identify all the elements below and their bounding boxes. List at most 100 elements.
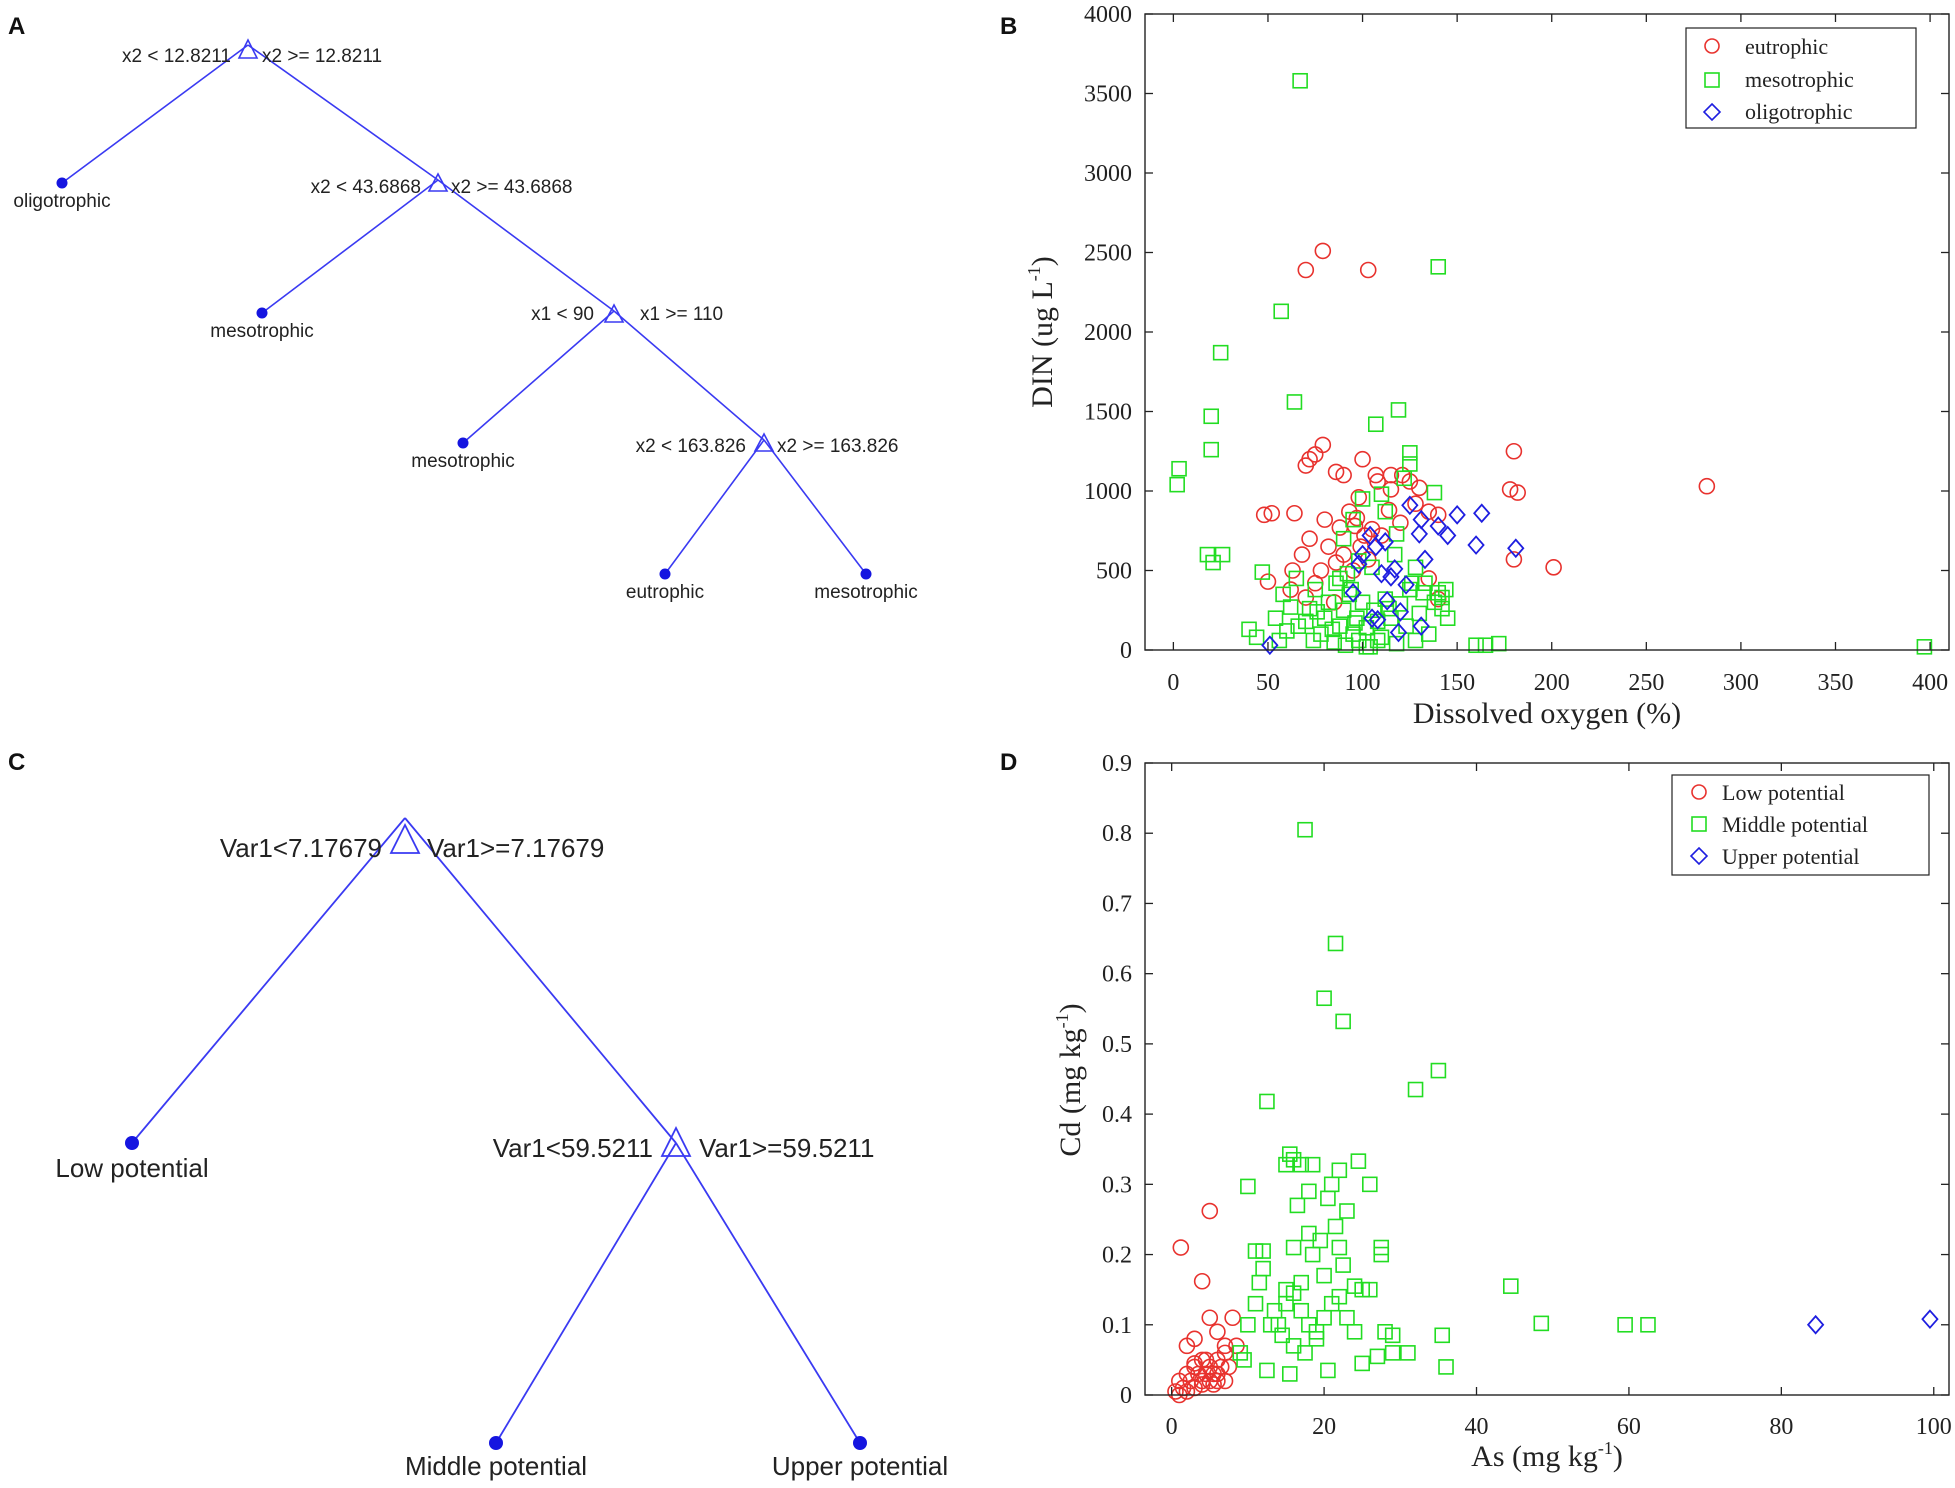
scatter-d-point-square (1503, 1278, 1519, 1294)
scatter-d-x-tick-label: 80 (1769, 1414, 1793, 1440)
scatter-b-point-square (1420, 626, 1437, 642)
tree-a-split-node-icon (237, 38, 259, 59)
tree-c-leaf-label: Low potential (55, 1153, 208, 1183)
scatter-d-point-square (1335, 1013, 1351, 1030)
scatter-b-point-circle (1327, 463, 1345, 481)
tree-a-split-left-label: x2 < 163.826 (636, 436, 746, 457)
tree-a-edge (247, 44, 439, 181)
scatter-b-point-circle (1286, 504, 1303, 522)
scatter-d-point-square (1297, 821, 1313, 838)
scatter-b-y-label-main: DIN (ug L (1026, 281, 1059, 408)
scatter-d-point-square (1323, 1176, 1340, 1193)
scatter-b-point-circle (1320, 538, 1337, 555)
scatter-d-legend-label: Middle potential (1722, 812, 1868, 837)
scatter-d-x-label-close: ) (1613, 1440, 1623, 1473)
scatter-d-x-tick-label: 40 (1465, 1414, 1489, 1440)
scatter-d-legend-label: Low potential (1722, 780, 1845, 805)
scatter-d-point-square (1335, 1257, 1351, 1273)
scatter-b-point-circle (1314, 436, 1332, 454)
scatter-b-point-diamond (1372, 563, 1391, 584)
scatter-b-legend-label: mesotrophic (1745, 67, 1854, 92)
scatter-d-point-square (1400, 1345, 1416, 1361)
scatter-b-point-diamond (1473, 503, 1491, 524)
scatter-d-point-circle (1201, 1202, 1219, 1220)
scatter-b-x-tick-label: 350 (1817, 670, 1853, 696)
scatter-d-point-circle (1193, 1376, 1211, 1393)
scatter-d-x-tick-label: 60 (1617, 1414, 1641, 1440)
scatter-d-point-square (1346, 1278, 1363, 1294)
scatter-b-point-circle (1420, 570, 1438, 587)
scatter-d-point-square (1281, 1146, 1298, 1162)
scatter-b-marks (1169, 72, 1933, 656)
tree-a-leaf-label: mesotrophic (814, 582, 918, 603)
scatter-b-point-square (1439, 610, 1456, 627)
scatter-b-point-square (1324, 621, 1341, 638)
scatter-b-y-tick-label: 4000 (1084, 2, 1132, 28)
scatter-d-point-circle (1201, 1309, 1219, 1327)
scatter-b-point-square (1402, 445, 1418, 461)
tree-a-edge (462, 310, 615, 444)
scatter-d-x-tick-label: 20 (1312, 1414, 1336, 1440)
tree-a-leaf-dot-icon (256, 307, 268, 319)
scatter-d-point-square (1640, 1316, 1656, 1333)
scatter-b-point-square (1373, 486, 1390, 502)
tree-c-leaves (125, 1136, 867, 1450)
tree-a-leaf-label: mesotrophic (210, 321, 314, 342)
scatter-plot-b: 0 50 100 150 200 250 300 350 4000500100015002000… (1024, 2, 1950, 730)
scatter-b-point-circle (1354, 450, 1371, 468)
tree-c-split-right-label: Var1>=59.5211 (699, 1133, 874, 1163)
scatter-d-point-square (1320, 1190, 1336, 1207)
scatter-d-x-tick-label: 100 (1916, 1414, 1952, 1440)
tree-a-leaf-dot-icon (860, 568, 872, 580)
scatter-b-point-diamond (1382, 566, 1400, 587)
scatter-b-ticks: 0 50 100 150 200 250 300 350 4000500100015002000… (1084, 2, 1949, 696)
scatter-d-y-tick-label: 0.8 (1102, 821, 1132, 847)
scatter-b-x-tick-label: 300 (1723, 670, 1759, 696)
scatter-b-point-circle (1335, 466, 1352, 484)
scatter-d-y-tick-label: 0.9 (1102, 751, 1132, 777)
scatter-b-point-circle (1350, 489, 1368, 506)
panel-letter-b: B (1000, 13, 1017, 40)
tree-a-split-node-icon (603, 303, 625, 323)
scatter-d-point-square (1293, 1156, 1310, 1173)
scatter-b-point-diamond (1412, 616, 1430, 637)
scatter-b-point-circle (1297, 261, 1315, 279)
scatter-b-point-circle (1501, 481, 1519, 498)
scatter-b-x-tick-label: 150 (1439, 670, 1475, 696)
scatter-d-point-circle (1224, 1309, 1241, 1327)
scatter-b-point-square (1199, 546, 1216, 563)
scatter-b-point-diamond (1467, 535, 1485, 555)
tree-a-edge (763, 439, 867, 575)
scatter-d-y-tick-label: 0.3 (1102, 1172, 1132, 1198)
scatter-d-x-axis-label: As (mg kg-1) (1471, 1438, 1623, 1473)
scatter-b-point-square (1373, 629, 1390, 646)
scatter-b-point-circle (1363, 520, 1381, 538)
scatter-b-x-tick-label: 200 (1534, 670, 1570, 696)
scatter-d-y-axis-label: Cd (mg kg-1) (1052, 1003, 1087, 1156)
scatter-b-x-tick-label: 0 (1167, 670, 1179, 696)
scatter-b-point-diamond (1507, 538, 1525, 559)
tree-c-edge (495, 1142, 677, 1444)
scatter-b-point-circle (1325, 593, 1343, 611)
scatter-b-x-tick-label: 100 (1345, 670, 1381, 696)
scatter-d-point-square (1350, 1153, 1367, 1169)
scatter-d-point-square (1316, 1309, 1332, 1326)
scatter-b-point-square (1320, 594, 1337, 611)
scatter-b-point-circle (1392, 514, 1409, 532)
scatter-b-y-axis-label: DIN (ug L-1) (1024, 256, 1059, 408)
scatter-b-point-diamond (1391, 601, 1410, 622)
tree-a-edge (61, 44, 249, 184)
legend-diamond-icon (1702, 102, 1722, 122)
tree-a-leaf-dot-icon (457, 437, 469, 449)
scatter-b-point-square (1354, 594, 1371, 611)
scatter-b-point-square (1347, 615, 1363, 631)
scatter-b-point-square (1203, 441, 1220, 458)
scatter-d-point-square (1327, 1218, 1344, 1235)
scatter-b-point-square (1326, 634, 1342, 650)
scatter-b-point-square (1214, 546, 1231, 563)
scatter-d-point-square (1362, 1176, 1378, 1193)
legend-square-icon (1704, 72, 1720, 88)
scatter-plot-d: 0 20 40 60 80 100 0 0.1 0.2 0.3 0.4 0.5 0.6 0.7 0.8 0.9… (1052, 751, 1952, 1473)
scatter-b-point-circle (1284, 562, 1301, 579)
